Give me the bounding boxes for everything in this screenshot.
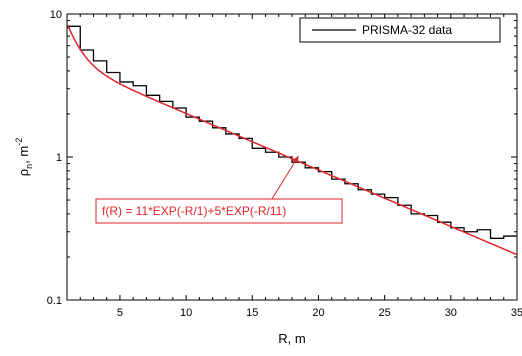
- fit-curve: [66, 24, 517, 256]
- y-tick-label: 0.1: [47, 295, 62, 307]
- x-tick-label: 5: [117, 307, 123, 319]
- x-tick-label: 20: [312, 307, 324, 319]
- x-tick-label: 30: [445, 307, 457, 319]
- annotation-box: [95, 198, 343, 224]
- axis-ticks: 5 10 15 20 25 30 35 10 1 0.1: [47, 9, 522, 319]
- y-axis-title-sub: n: [24, 164, 34, 169]
- fit-series: [66, 24, 517, 256]
- annotation: f(R) = 11*EXP(-R/1)+5*EXP(-R/11): [95, 155, 343, 224]
- x-tick-label: 15: [246, 307, 258, 319]
- legend-label: PRISMA-32 data: [362, 23, 452, 37]
- y-axis-title-main: ρ: [16, 169, 31, 176]
- y-axis-title-unit: , m: [16, 146, 31, 164]
- annotation-text: f(R) = 11*EXP(-R/1)+5*EXP(-R/11): [102, 204, 286, 218]
- y-tick-label: 1: [56, 152, 62, 164]
- x-tick-label: 35: [511, 307, 522, 319]
- x-tick-label: 10: [180, 307, 192, 319]
- annotation-arrow: [271, 155, 300, 200]
- x-tick-label: 25: [379, 307, 391, 319]
- y-axis-title: ρn, m-2: [14, 138, 34, 177]
- annotation-arrowhead: [292, 155, 299, 164]
- y-tick-label: 10: [50, 9, 62, 21]
- x-axis-title: R, m: [278, 331, 305, 346]
- legend: PRISMA-32 data: [299, 17, 501, 43]
- y-axis-title-exp: -2: [14, 138, 24, 146]
